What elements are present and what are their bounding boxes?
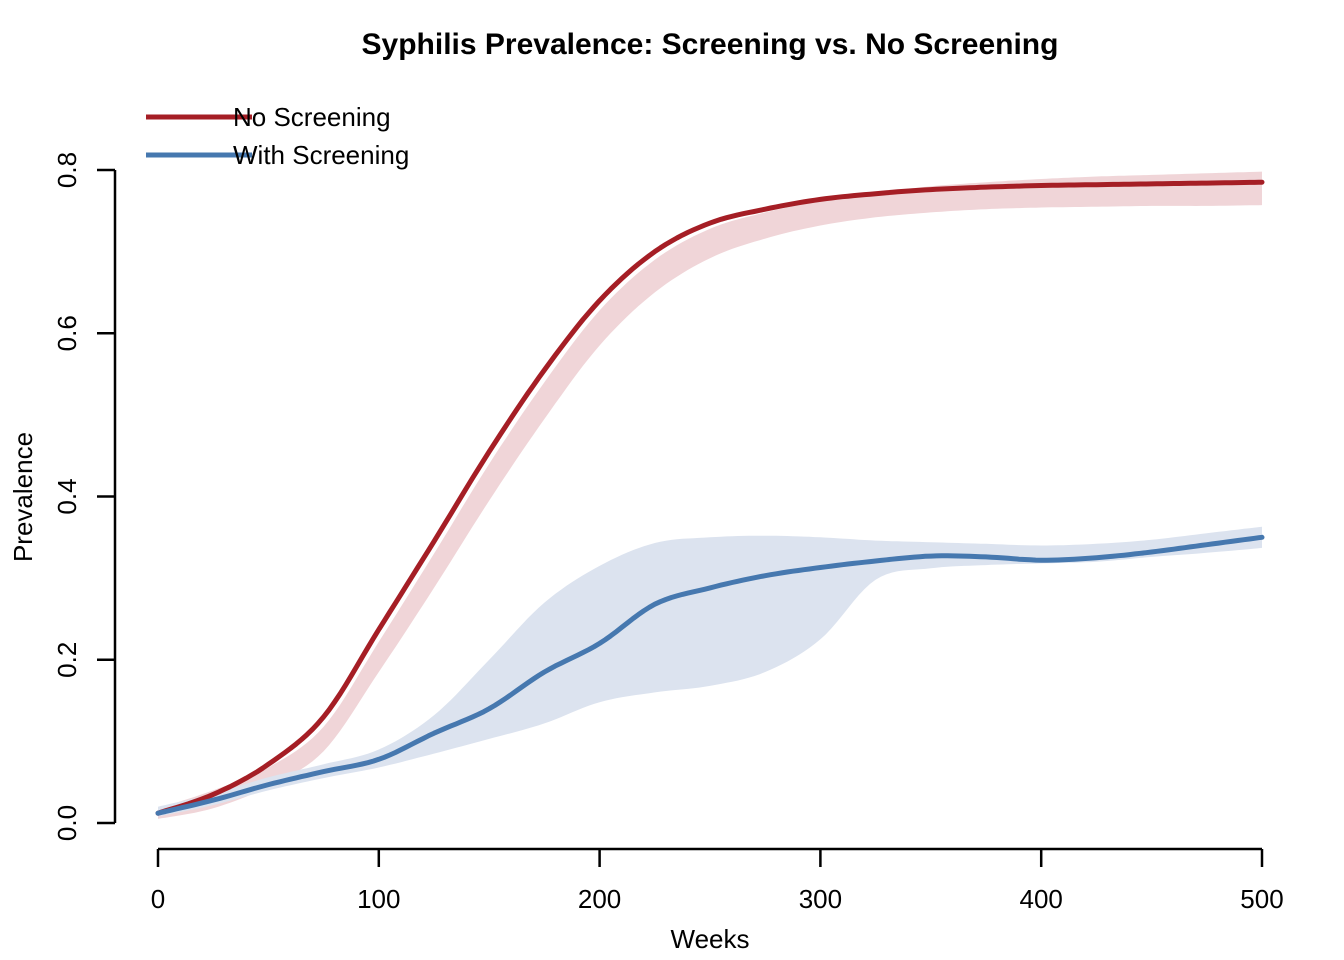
legend-label-1: With Screening <box>233 140 409 170</box>
legend-label-0: No Screening <box>233 102 391 132</box>
x-tick-label: 0 <box>151 884 165 914</box>
series-line-1 <box>155 534 1265 816</box>
confidence-band-1 <box>158 526 1262 817</box>
series-lines-layer <box>155 179 1265 816</box>
y-tick-label: 0.0 <box>52 805 82 841</box>
x-tick-label: 300 <box>799 884 842 914</box>
series-line-0 <box>155 179 1265 816</box>
y-axis: 0.0 0.2 0.4 0.6 0.8 <box>52 152 117 841</box>
x-tick-label: 400 <box>1020 884 1063 914</box>
x-tick-label: 500 <box>1240 884 1283 914</box>
y-axis-title: Prevalence <box>8 432 38 562</box>
y-tick-label: 0.8 <box>52 152 82 188</box>
y-tick-label: 0.6 <box>52 315 82 351</box>
x-axis-title: Weeks <box>671 924 750 954</box>
chart-title: Syphilis Prevalence: Screening vs. No Sc… <box>362 28 1059 61</box>
x-tick-label: 100 <box>357 884 400 914</box>
y-tick-label: 0.4 <box>52 478 82 514</box>
confidence-band-0 <box>158 171 1262 819</box>
legend: No Screening With Screening <box>146 102 409 170</box>
x-tick-label: 200 <box>578 884 621 914</box>
y-tick-label: 0.2 <box>52 642 82 678</box>
confidence-bands-layer <box>158 171 1262 819</box>
x-axis: 0 100 200 300 400 500 <box>151 847 1284 914</box>
